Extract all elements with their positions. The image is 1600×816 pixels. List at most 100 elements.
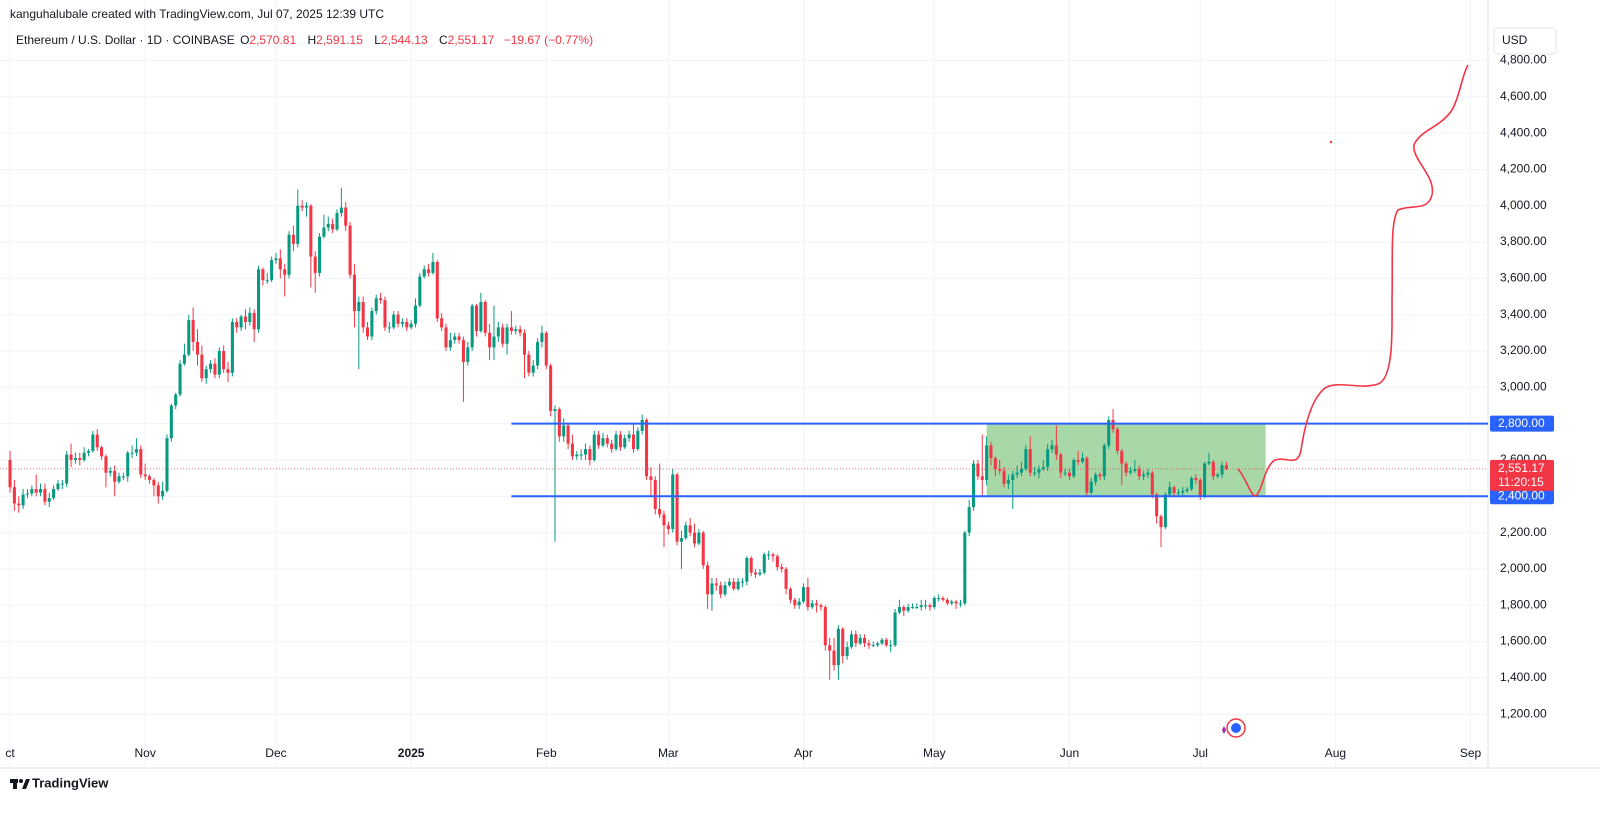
candle-body <box>270 260 274 281</box>
candle-body <box>396 314 400 324</box>
candle-body <box>427 269 431 273</box>
candle-body <box>980 476 984 480</box>
x-tick-label: May <box>923 746 946 760</box>
candle-body <box>919 605 923 608</box>
candle-body <box>1194 478 1198 480</box>
candle-body <box>239 316 243 328</box>
candle-body <box>422 269 426 277</box>
candle-body <box>1155 494 1159 517</box>
candle-body <box>1015 472 1019 475</box>
candle-body <box>313 256 317 273</box>
candle-body <box>1211 461 1215 477</box>
candle-body <box>575 454 579 457</box>
candle-body <box>143 474 147 477</box>
candle-body <box>784 568 788 589</box>
candle-body <box>25 493 29 495</box>
candle-body <box>588 449 592 460</box>
candle-body <box>562 425 566 437</box>
candle-body <box>291 234 295 244</box>
candle-body <box>318 236 322 273</box>
candle-body <box>200 354 204 379</box>
candle-body <box>924 605 928 607</box>
candle-body <box>444 327 448 348</box>
candle-body <box>1011 474 1015 480</box>
candle-body <box>113 470 117 482</box>
y-tick-label: 1,400.00 <box>1500 670 1547 684</box>
last-price-label: 2,551.17 <box>1498 461 1545 475</box>
candle-body <box>1054 445 1058 455</box>
candle-body <box>658 509 662 515</box>
badge-icon[interactable] <box>1222 718 1246 738</box>
candle-body <box>605 438 609 444</box>
candle-body <box>1089 481 1093 493</box>
candle-body <box>1028 449 1032 473</box>
currency-label: USD <box>1502 33 1528 47</box>
candle-body <box>758 572 762 575</box>
y-tick-label: 3,000.00 <box>1500 380 1547 394</box>
candle-body <box>392 314 396 328</box>
candle-body <box>570 443 574 457</box>
candle-body <box>902 607 906 611</box>
candle-body <box>300 205 304 208</box>
candle-body <box>1098 474 1102 477</box>
x-tick-label: Nov <box>135 746 156 760</box>
candle-body <box>501 327 505 344</box>
candle-body <box>531 365 535 373</box>
candle-body <box>653 479 657 510</box>
candle-body <box>640 420 644 431</box>
candle-body <box>230 321 234 373</box>
candle-body <box>732 581 736 589</box>
x-tick-label: Mar <box>658 746 679 760</box>
candle-body <box>780 567 784 569</box>
candle-body <box>583 449 588 455</box>
candle-body <box>972 463 976 508</box>
candle-body <box>509 327 513 332</box>
level-label: 2,800.00 <box>1498 416 1545 430</box>
candle-body <box>945 599 949 604</box>
candle-body <box>1159 516 1163 528</box>
candle-body <box>522 332 527 355</box>
candle-body <box>1207 461 1211 464</box>
candle-body <box>1168 487 1172 495</box>
candle-body <box>845 647 849 657</box>
candle-body <box>204 369 208 379</box>
y-tick-label: 3,600.00 <box>1500 271 1547 285</box>
y-tick-label: 4,600.00 <box>1500 89 1547 103</box>
candle-body <box>828 645 832 651</box>
candle-body <box>370 311 374 337</box>
candle-body <box>69 454 73 460</box>
candle-body <box>1037 469 1041 473</box>
candle-body <box>1102 445 1106 477</box>
candle-body <box>1172 487 1176 493</box>
candle-body <box>492 336 496 348</box>
candle-body <box>592 434 596 460</box>
currency-box[interactable] <box>1493 27 1557 55</box>
candle-body <box>8 459 12 488</box>
candle-body <box>431 262 435 273</box>
candle-body <box>461 340 465 362</box>
footer-brand: TradingView <box>32 775 109 790</box>
ohlc-key: C <box>438 33 448 47</box>
candle-body <box>540 332 544 342</box>
candle-body <box>226 369 230 373</box>
candle-body <box>1072 459 1076 477</box>
candle-body <box>326 223 330 228</box>
candle-body <box>60 483 64 485</box>
candle-body <box>488 332 492 348</box>
drawing-dot <box>1329 140 1333 144</box>
x-tick-label: Sep <box>1460 746 1482 760</box>
candle-body <box>348 225 352 275</box>
candle-body <box>745 558 749 582</box>
candle-body <box>1033 472 1037 474</box>
candle-body <box>1120 450 1124 464</box>
candle-body <box>261 269 265 281</box>
ohlc-key: O <box>240 33 250 47</box>
candle-body <box>941 597 945 600</box>
candle-body <box>248 312 252 322</box>
y-tick-label: 2,000.00 <box>1500 561 1547 575</box>
candle-body <box>710 583 714 595</box>
candle-body <box>130 452 134 454</box>
y-tick-label: 1,600.00 <box>1500 634 1547 648</box>
last-price-box <box>1490 459 1554 491</box>
